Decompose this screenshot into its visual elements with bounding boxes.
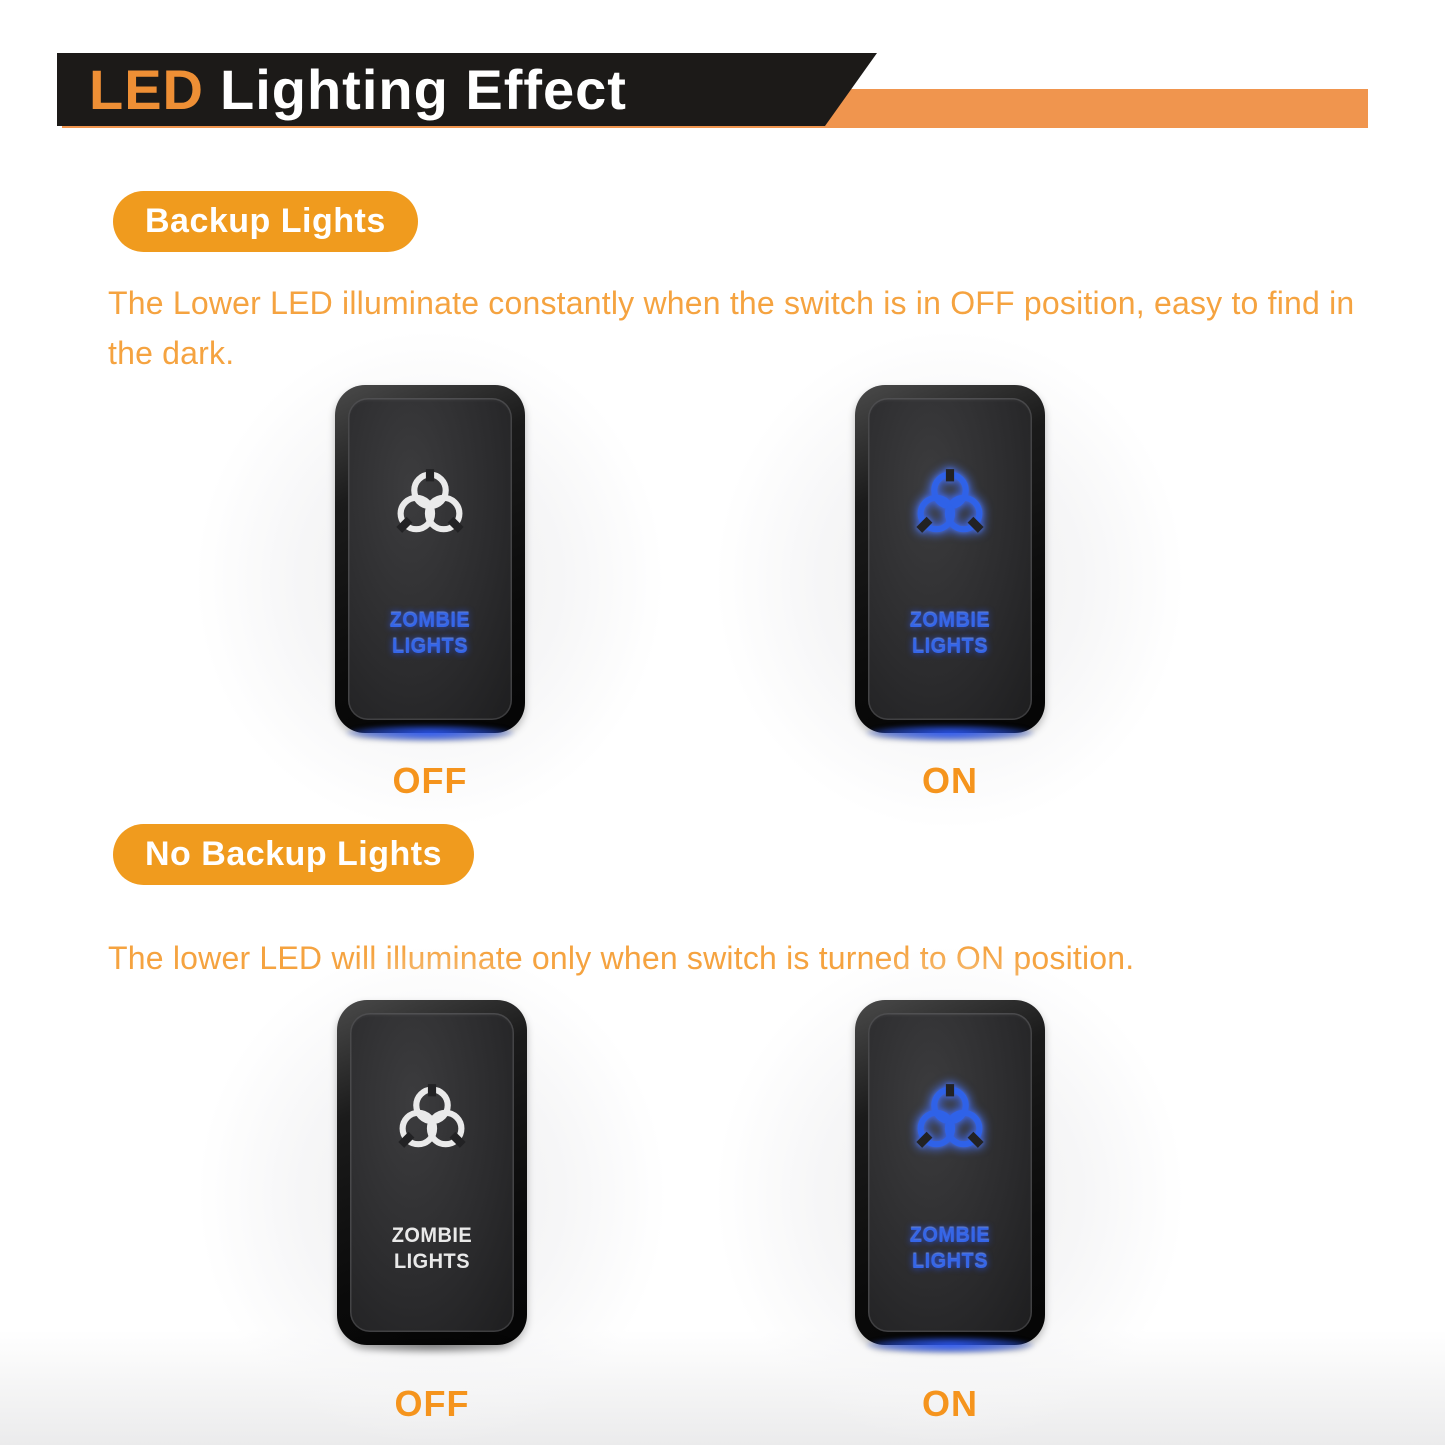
badge-label: Backup Lights xyxy=(145,202,386,240)
rocker-switch-backup-on: ZOMBIE LIGHTS xyxy=(855,385,1045,742)
switch-legend: ZOMBIE LIGHTS xyxy=(872,608,1028,660)
biohazard-icon xyxy=(916,1084,984,1148)
badge-no-backup-lights: No Backup Lights xyxy=(113,824,475,885)
switch-legend-line1: ZOMBIE xyxy=(909,1224,991,1247)
section-description: The lower LED will illuminate only when … xyxy=(108,940,1135,976)
switch-face: ZOMBIE LIGHTS xyxy=(868,398,1032,720)
biohazard-icon xyxy=(916,469,984,533)
rocker-switch-nobackup-off: ZOMBIE LIGHTS xyxy=(337,1000,527,1354)
switch-legend: ZOMBIE LIGHTS xyxy=(352,608,508,660)
biohazard-icon xyxy=(398,1084,466,1148)
switch-shadow xyxy=(350,1336,514,1354)
switch-legend-line2: LIGHTS xyxy=(912,1250,988,1273)
state-label-off: OFF xyxy=(394,1383,470,1424)
state-label-on: ON xyxy=(922,760,978,801)
badge-label: No Backup Lights xyxy=(145,835,443,873)
state-label-off: OFF xyxy=(392,760,468,801)
rocker-switch-backup-off: ZOMBIE LIGHTS xyxy=(335,385,525,742)
switch-legend-line2: LIGHTS xyxy=(912,635,988,658)
switch-legend-line1: ZOMBIE xyxy=(389,609,471,632)
switch-face: ZOMBIE LIGHTS xyxy=(350,1013,514,1332)
header-banner: LED Lighting Effect xyxy=(57,53,877,126)
rocker-switch-nobackup-on: ZOMBIE LIGHTS xyxy=(855,1000,1045,1354)
photo-background-band xyxy=(0,1330,1445,1445)
switch-legend: ZOMBIE LIGHTS xyxy=(872,1223,1028,1275)
state-label-on: ON xyxy=(922,1383,978,1424)
page-title: Lighting Effect xyxy=(220,58,627,121)
switch-legend-line1: ZOMBIE xyxy=(909,609,991,632)
section-description: The Lower LED illuminate constantly when… xyxy=(108,285,1355,371)
badge-backup-lights: Backup Lights xyxy=(113,191,418,252)
switch-face: ZOMBIE LIGHTS xyxy=(868,1013,1032,1332)
switch-legend-line2: LIGHTS xyxy=(394,1250,470,1273)
switch-legend: ZOMBIE LIGHTS xyxy=(354,1223,510,1275)
page-title-highlight: LED xyxy=(89,58,204,121)
led-base-glow xyxy=(346,725,514,741)
biohazard-icon xyxy=(396,469,464,533)
led-base-glow xyxy=(866,725,1034,741)
switch-legend-line2: LIGHTS xyxy=(392,635,468,658)
led-base-glow xyxy=(866,1337,1034,1353)
switch-face: ZOMBIE LIGHTS xyxy=(348,398,512,720)
switch-legend-line1: ZOMBIE xyxy=(391,1224,473,1247)
